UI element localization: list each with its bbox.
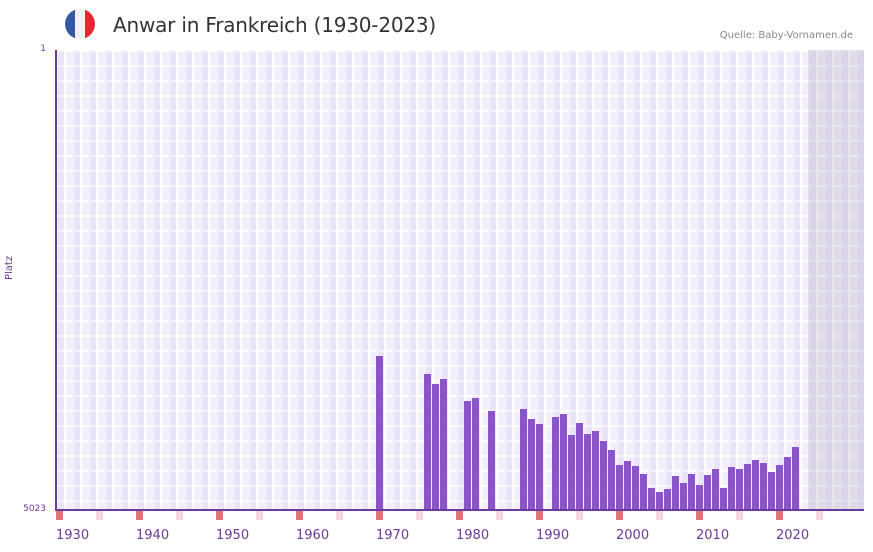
year-marker-1980 (456, 511, 463, 520)
bar-2016[interactable] (744, 464, 751, 510)
year-marker-2000 (616, 511, 623, 520)
x-tick-label: 2000 (616, 528, 649, 543)
x-tick-label: 1980 (456, 528, 489, 543)
year-marker-1990 (536, 511, 543, 520)
bar-2000[interactable] (616, 465, 623, 510)
year-marker-1940 (136, 511, 143, 520)
year-marker-1935 (96, 511, 103, 520)
bar-2008[interactable] (680, 483, 687, 510)
plot-area (56, 50, 864, 510)
bar-1997[interactable] (592, 431, 599, 510)
x-tick-label: 1990 (536, 528, 569, 543)
y-tick-top: 1 (6, 44, 46, 54)
bar-2007[interactable] (672, 476, 679, 510)
bar-2015[interactable] (736, 469, 743, 510)
bar-2017[interactable] (752, 460, 759, 510)
year-marker-1995 (576, 511, 583, 520)
flag-blue (65, 9, 75, 39)
year-marker-1955 (256, 511, 263, 520)
bar-1984[interactable] (488, 411, 495, 510)
flag-white (75, 9, 85, 39)
y-tick-bottom: 5023 (6, 504, 46, 514)
bar-2011[interactable] (704, 475, 711, 510)
x-tick-label: 1940 (136, 528, 169, 543)
bar-2005[interactable] (656, 492, 663, 510)
bar-2018[interactable] (760, 463, 767, 510)
bar-1999[interactable] (608, 450, 615, 510)
bar-1982[interactable] (472, 398, 479, 510)
bar-2002[interactable] (632, 466, 639, 510)
year-marker-1970 (376, 511, 383, 520)
bar-2019[interactable] (768, 472, 775, 510)
bar-2006[interactable] (664, 489, 671, 510)
bar-2009[interactable] (688, 474, 695, 510)
chart-title: Anwar in Frankreich (1930-2023) (113, 13, 436, 37)
future-years-zone (808, 50, 864, 510)
bar-1993[interactable] (560, 414, 567, 510)
year-marker-2015 (736, 511, 743, 520)
x-tick-label: 1960 (296, 528, 329, 543)
column-stripes (56, 50, 864, 510)
bar-2021[interactable] (784, 457, 791, 510)
bar-2020[interactable] (776, 465, 783, 510)
bar-1981[interactable] (464, 401, 471, 510)
year-marker-2020 (776, 511, 783, 520)
x-tick-label: 1930 (56, 528, 89, 543)
bar-2004[interactable] (648, 488, 655, 510)
y-axis-line (55, 50, 57, 511)
source-label: Quelle: Baby-Vornamen.de (720, 30, 853, 41)
bar-1977[interactable] (432, 384, 439, 510)
bar-2012[interactable] (712, 469, 719, 510)
x-tick-label: 1950 (216, 528, 249, 543)
y-axis-label: Platz (4, 240, 15, 280)
year-marker-1965 (336, 511, 343, 520)
x-tick-label: 2020 (776, 528, 809, 543)
bar-2013[interactable] (720, 488, 727, 510)
bar-1970[interactable] (376, 356, 383, 510)
bar-1976[interactable] (424, 374, 431, 510)
bar-1998[interactable] (600, 441, 607, 510)
bar-2022[interactable] (792, 447, 799, 510)
bar-1994[interactable] (568, 435, 575, 510)
bar-1995[interactable] (576, 423, 583, 510)
x-tick-label: 1970 (376, 528, 409, 543)
bar-1989[interactable] (528, 419, 535, 510)
year-marker-1960 (296, 511, 303, 520)
year-marker-1945 (176, 511, 183, 520)
year-marker-1975 (416, 511, 423, 520)
year-marker-2005 (656, 511, 663, 520)
bar-1978[interactable] (440, 379, 447, 510)
bar-1996[interactable] (584, 434, 591, 510)
flag-red (85, 9, 95, 39)
x-tick-label: 2010 (696, 528, 729, 543)
year-marker-1930 (56, 511, 63, 520)
bar-2014[interactable] (728, 467, 735, 510)
year-marker-2010 (696, 511, 703, 520)
year-marker-1985 (496, 511, 503, 520)
bar-1988[interactable] (520, 409, 527, 510)
bar-2001[interactable] (624, 461, 631, 510)
bar-1992[interactable] (552, 417, 559, 510)
france-flag-icon (65, 9, 95, 39)
year-marker-1950 (216, 511, 223, 520)
bar-2010[interactable] (696, 485, 703, 510)
bar-1990[interactable] (536, 424, 543, 510)
bar-2003[interactable] (640, 474, 647, 510)
year-marker-2025 (816, 511, 823, 520)
